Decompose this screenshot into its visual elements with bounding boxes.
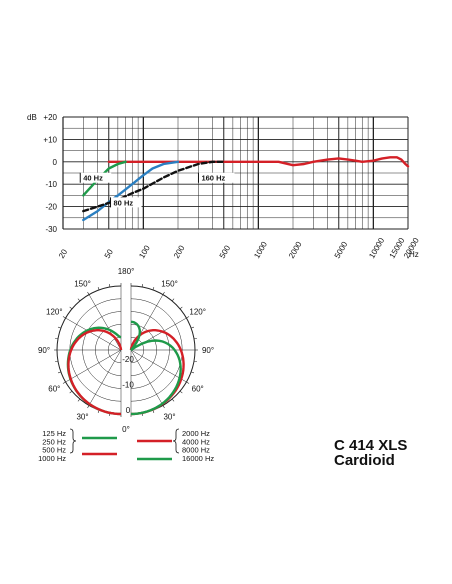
y-tick-label: +20 [43,113,57,122]
annotation-bg [110,197,142,208]
legend-frequency: 1000 Hz [38,454,66,463]
legend-frequency: 500 Hz [42,446,66,455]
polar-tick [77,298,81,302]
polar-curve-green [130,320,182,416]
radial-label: 0 [126,406,131,415]
polar-curves [66,320,185,416]
polar-tick [193,360,198,362]
polar-tick [162,291,165,295]
x-tick-label: 100 [137,243,152,260]
y-tick-label: 0 [53,158,58,167]
angle-label: 120° [46,308,63,317]
polar-tick [191,326,195,329]
polar-tick [69,390,73,394]
polar-grid [54,283,198,417]
angle-label: 120° [189,308,206,317]
legend-frequency: 8000 Hz [182,446,210,455]
response-curve-blue [82,160,180,222]
polar-tick [54,338,59,340]
x-unit-label: Hz [409,250,419,259]
annotation-label: 40 Hz [83,174,103,183]
annotation-bg [198,172,235,183]
legend-frequency: 125 Hz [42,429,66,438]
angle-label: 30° [76,413,88,422]
angle-label: 30° [163,413,175,422]
angle-label: 60° [48,385,60,394]
x-tick-label: 2000 [287,240,304,260]
legend-frequency: 4000 Hz [182,437,210,446]
legend-brace [172,428,180,454]
polar-tick [62,316,66,319]
polar-tick [186,381,190,384]
product-title: C 414 XLS Cardioid [334,438,434,468]
polar-tick [162,405,165,409]
x-tick-label: 1000 [252,240,269,260]
frequency-response-grid [62,116,409,230]
angle-label: 90° [202,346,214,355]
x-tick-label: 5000 [333,240,350,260]
angle-label: 60° [192,385,204,394]
radial-label: -10 [122,380,134,389]
y-tick-label: +10 [43,135,57,144]
polar-tick [193,338,198,340]
y-tick-label: -10 [45,180,57,189]
polar-spoke [65,317,122,351]
polar-tick [62,381,66,384]
polar-curve-red [67,329,123,416]
angle-label: 180° [118,267,135,276]
annotation-label: 160 Hz [201,174,225,183]
angle-label: 90° [38,346,50,355]
legend-frequency: 2000 Hz [182,429,210,438]
x-tick-label: 200 [172,243,187,260]
polar-labels: 0° 30° 30° 60° 60° 90° 90° 120° 120° 150° 150° 180°… [38,267,214,434]
polar-tick [171,298,175,302]
polar-spoke [88,349,122,406]
annotation-bg [80,172,112,183]
x-tick-label: 50 [103,247,116,260]
y-tick-label: -30 [45,225,57,234]
pattern-name: Cardioid [334,452,395,469]
x-tick-label: 500 [218,243,233,260]
polar-tick [171,398,175,402]
radial-label: -20 [122,355,134,364]
y-unit-label: dB [27,113,37,122]
legend-frequency: 250 Hz [42,437,66,446]
legend-brace [69,428,77,454]
polar-tick [57,371,61,374]
annotation-label: 80 Hz [114,198,134,207]
polar-spoke [88,294,122,351]
frequency-response-curves [82,156,410,222]
polar-tick [179,390,183,394]
angle-label: 150° [74,279,91,288]
angle-label: 150° [161,279,178,288]
response-curve-red [107,156,410,168]
polar-tick [179,306,183,310]
response-curve-green [82,160,127,197]
response-curve-black [82,160,225,213]
x-tick-label: 20 [57,247,70,260]
polar-tick [57,326,61,329]
y-tick-label: -20 [45,203,57,212]
polar-spoke [65,349,122,383]
polar-tick [191,371,195,374]
angle-label: 0° [122,425,130,434]
polar-spoke [130,349,164,406]
polar-tick [87,291,90,295]
polar-tick [54,360,59,362]
polar-tick [152,286,155,290]
model-name: C 414 XLS [334,437,408,454]
polar-curve-red [129,329,185,416]
polar-tick [87,405,90,409]
x-tick-label: 10000 [367,236,386,260]
legend-frequency: 16000 Hz [182,454,214,463]
polar-tick [69,306,73,310]
polar-tick [97,286,100,290]
polar-tick [109,283,111,288]
polar-tick [186,316,190,319]
polar-tick [141,283,143,288]
polar-spoke [130,349,187,383]
polar-tick [77,398,81,402]
